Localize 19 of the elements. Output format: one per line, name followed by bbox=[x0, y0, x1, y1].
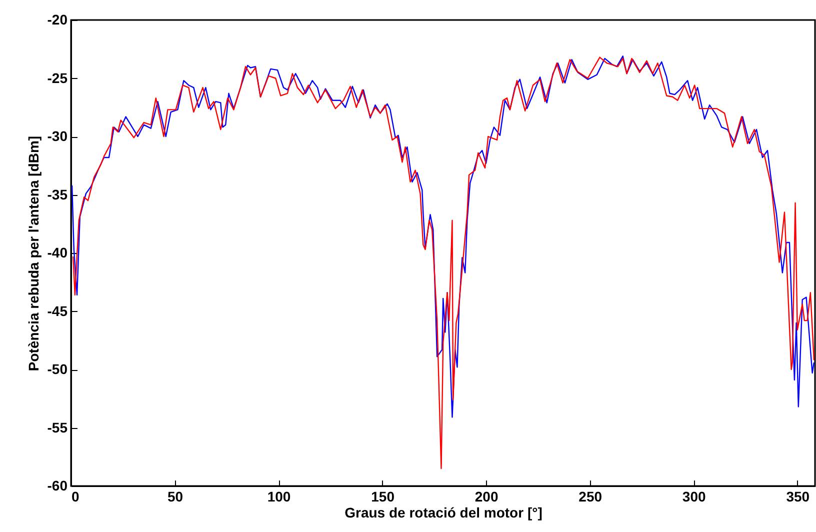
y-tick-label: -40 bbox=[47, 244, 68, 260]
x-tick-label: 50 bbox=[167, 488, 184, 504]
y-tick-label: -60 bbox=[47, 478, 68, 494]
y-tick-label: -55 bbox=[47, 419, 68, 436]
y-tick-label: -20 bbox=[47, 12, 68, 28]
y-tick-label: -25 bbox=[47, 70, 68, 86]
x-tick-label: 300 bbox=[682, 488, 706, 504]
x-tick-label: 250 bbox=[578, 488, 602, 504]
x-axis-title: Graus de rotació del motor [°] bbox=[344, 504, 542, 520]
y-tick-label: -50 bbox=[47, 361, 68, 377]
x-tick-label: 350 bbox=[786, 488, 810, 504]
x-tick-label: 200 bbox=[474, 488, 498, 504]
y-tick-label: -30 bbox=[47, 128, 68, 144]
y-axis-title: Potència rebuda per l'antena [dBm] bbox=[25, 136, 42, 372]
x-tick-label: 150 bbox=[371, 488, 395, 504]
y-tick-label: -45 bbox=[47, 302, 68, 319]
x-tick-label: 0 bbox=[72, 488, 80, 504]
x-tick-label: 100 bbox=[267, 488, 291, 504]
y-tick-label: -35 bbox=[47, 186, 68, 202]
